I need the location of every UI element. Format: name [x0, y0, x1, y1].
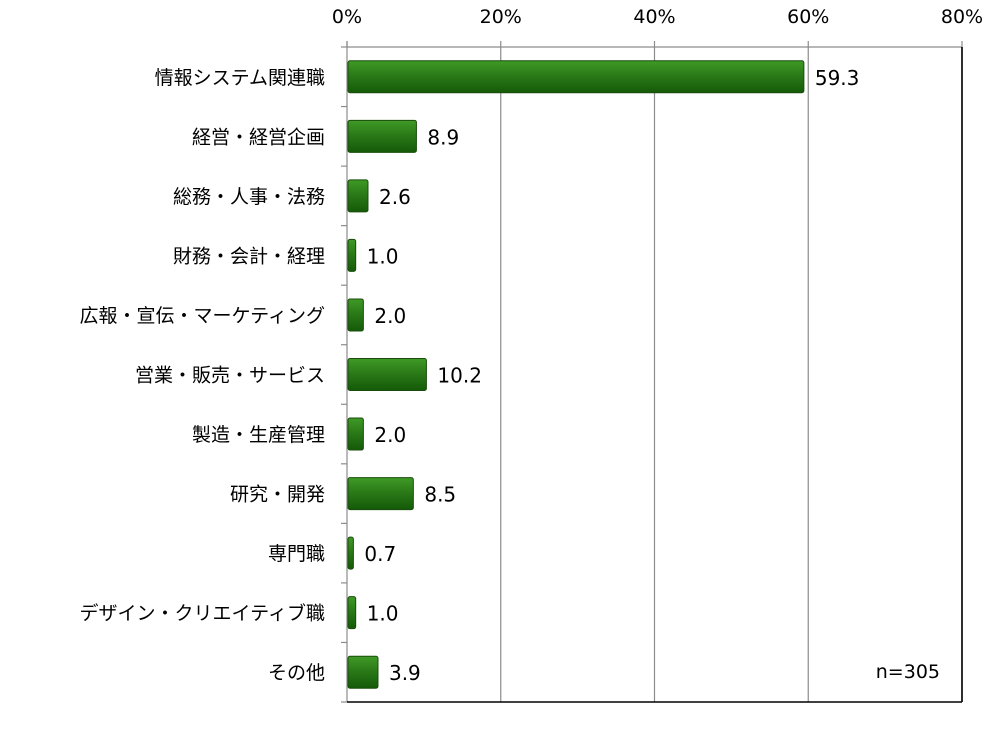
- data-label: 1.0: [367, 602, 399, 626]
- category-label: 製造・生産管理: [192, 424, 325, 446]
- x-tick-label: 60%: [787, 6, 829, 28]
- sample-size-annotation: n=305: [876, 661, 940, 683]
- x-tick-label: 20%: [480, 6, 522, 28]
- data-label: 10.2: [437, 364, 482, 388]
- bar: [347, 119, 417, 153]
- category-labels: 情報システム関連職経営・経営企画総務・人事・法務財務・会計・経理広報・宣伝・マー…: [80, 67, 325, 684]
- bars: [347, 60, 805, 689]
- category-label: デザイン・クリエイティブ職: [80, 602, 325, 625]
- category-label: 営業・販売・サービス: [135, 365, 325, 387]
- category-label: 財務・会計・経理: [173, 245, 325, 267]
- bar: [347, 358, 427, 391]
- data-label: 59.3: [815, 66, 860, 90]
- x-tick-label: 40%: [633, 6, 675, 28]
- bar: [347, 536, 354, 570]
- data-labels: 59.3 8.9 2.6 1.0 2.0 10.2 2.0 8.5 0.7 1.0 3.9: [364, 66, 859, 685]
- grid-lines: [500, 47, 963, 702]
- x-axis: 0% 20% 40% 60% 80%: [332, 6, 983, 47]
- bar: [347, 655, 379, 689]
- bar: [347, 179, 369, 213]
- data-label: 8.5: [424, 483, 456, 507]
- category-label: 広報・宣伝・マーケティング: [80, 305, 325, 327]
- bar: [347, 477, 414, 511]
- category-label: 情報システム関連職: [155, 67, 325, 89]
- x-tick-label: 0%: [332, 6, 362, 28]
- category-label: その他: [268, 662, 325, 684]
- data-label: 8.9: [427, 125, 459, 149]
- bar: [347, 60, 805, 94]
- bar: [347, 238, 357, 272]
- bar: [347, 298, 364, 332]
- category-label: 専門職: [268, 543, 325, 565]
- data-label: 3.9: [389, 661, 421, 685]
- bar: [347, 417, 364, 451]
- x-tick-label: 80%: [941, 6, 983, 28]
- data-label: 0.7: [364, 542, 396, 566]
- data-label: 2.0: [374, 423, 406, 447]
- data-label: 1.0: [367, 244, 399, 268]
- category-label: 総務・人事・法務: [173, 186, 325, 208]
- bar: [347, 596, 357, 630]
- category-label: 研究・開発: [230, 484, 325, 506]
- category-label: 経営・経営企画: [192, 126, 325, 148]
- data-label: 2.0: [374, 304, 406, 328]
- data-label: 2.6: [379, 185, 411, 209]
